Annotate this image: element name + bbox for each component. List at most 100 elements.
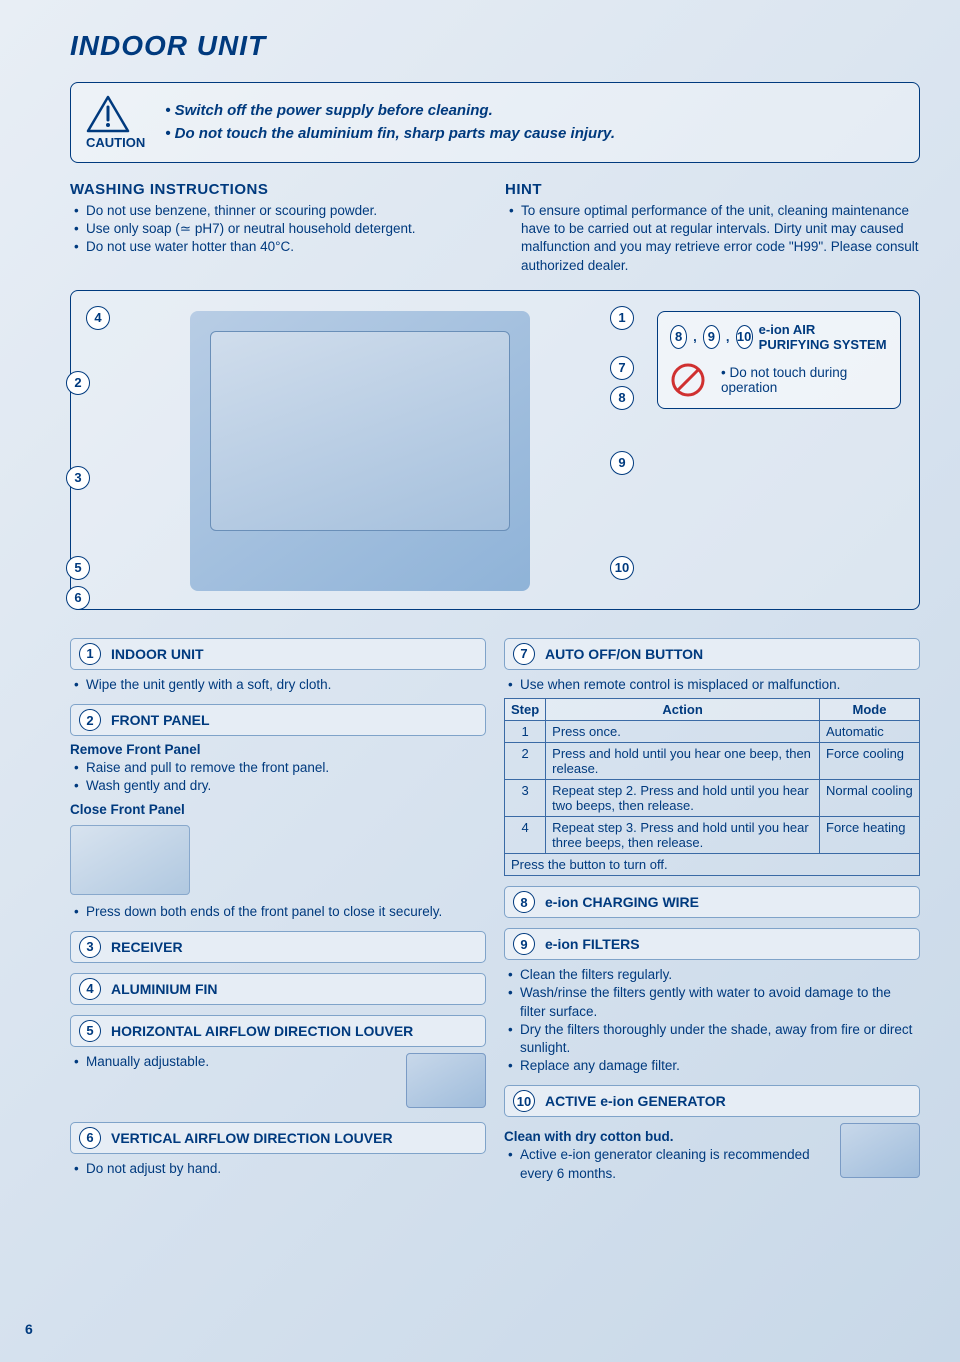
eion-warning: • Do not touch during operation xyxy=(670,362,888,398)
part-title: VERTICAL AIRFLOW DIRECTION LOUVER xyxy=(111,1130,393,1146)
eion-box: 8, 9, 10 e-ion AIR PURIFYING SYSTEM • Do… xyxy=(657,311,901,409)
callout-2: 2 xyxy=(66,371,90,395)
caution-line: • Do not touch the aluminium fin, sharp … xyxy=(165,123,615,146)
eion-num: 8 xyxy=(670,325,687,349)
part-9-header: 9 e-ion FILTERS xyxy=(504,928,920,960)
part-1-list: Wipe the unit gently with a soft, dry cl… xyxy=(70,676,486,694)
eion-title: e-ion AIR PURIFYING SYSTEM xyxy=(759,322,888,352)
callout-8: 8 xyxy=(610,386,634,410)
part-2-header: 2 FRONT PANEL xyxy=(70,704,486,736)
hint-title: HINT xyxy=(505,181,920,198)
part-num: 10 xyxy=(513,1090,535,1112)
part-title: AUTO OFF/ON BUTTON xyxy=(545,646,703,662)
table-footer-row: Press the button to turn off. xyxy=(505,854,920,876)
list-item: Dry the filters thoroughly under the sha… xyxy=(506,1021,920,1057)
part-title: ALUMINIUM FIN xyxy=(111,981,218,997)
part-num: 3 xyxy=(79,936,101,958)
part-7-list: Use when remote control is misplaced or … xyxy=(504,676,920,694)
list-item: Do not use water hotter than 40°C. xyxy=(72,238,485,256)
warning-triangle-icon xyxy=(86,95,130,133)
hint-box: HINT To ensure optimal performance of th… xyxy=(505,181,920,275)
right-detail-col: 7 AUTO OFF/ON BUTTON Use when remote con… xyxy=(504,628,920,1183)
part-num: 7 xyxy=(513,643,535,665)
part-title: HORIZONTAL AIRFLOW DIRECTION LOUVER xyxy=(111,1023,413,1039)
manual-page: INDOOR UNIT CAUTION • Switch off the pow… xyxy=(0,0,960,1203)
callout-10: 10 xyxy=(610,556,634,580)
diagram-box: 4 2 3 5 6 1 7 8 9 10 8, 9, 10 e-ion AIR … xyxy=(70,290,920,610)
table-row: 3 Repeat step 2. Press and hold until yo… xyxy=(505,780,920,817)
part-4-header: 4 ALUMINIUM FIN xyxy=(70,973,486,1005)
part-num: 4 xyxy=(79,978,101,1000)
th-step: Step xyxy=(505,699,546,721)
list-item: Replace any damage filter. xyxy=(506,1057,920,1075)
detail-columns: 1 INDOOR UNIT Wipe the unit gently with … xyxy=(70,628,920,1183)
prohibit-icon xyxy=(670,362,706,398)
caution-label: CAUTION xyxy=(86,135,145,150)
part-6-header: 6 VERTICAL AIRFLOW DIRECTION LOUVER xyxy=(70,1122,486,1154)
unit-illustration xyxy=(190,311,530,591)
callout-5: 5 xyxy=(66,556,90,580)
auto-button-table: Step Action Mode 1 Press once. Automatic… xyxy=(504,698,920,876)
part-10-list: Active e-ion generator cleaning is recom… xyxy=(504,1146,920,1182)
eion-warn-text: Do not touch during operation xyxy=(721,365,847,395)
close-panel-illustration xyxy=(70,825,190,895)
part-num: 8 xyxy=(513,891,535,913)
part-title: e-ion CHARGING WIRE xyxy=(545,894,699,910)
diagram-area: 4 2 3 5 6 1 7 8 9 10 xyxy=(81,301,639,599)
part-10-content: Clean with dry cotton bud. Active e-ion … xyxy=(504,1123,920,1182)
list-item: Use when remote control is misplaced or … xyxy=(506,676,920,694)
left-detail-col: 1 INDOOR UNIT Wipe the unit gently with … xyxy=(70,628,486,1183)
part-7-header: 7 AUTO OFF/ON BUTTON xyxy=(504,638,920,670)
page-number: 6 xyxy=(25,1321,33,1337)
part-8-header: 8 e-ion CHARGING WIRE xyxy=(504,886,920,918)
part-title: INDOOR UNIT xyxy=(111,646,204,662)
part-num: 1 xyxy=(79,643,101,665)
part-6-list: Do not adjust by hand. xyxy=(70,1160,486,1178)
washing-instructions: WASHING INSTRUCTIONS Do not use benzene,… xyxy=(70,181,485,275)
table-row: 2 Press and hold until you hear one beep… xyxy=(505,743,920,780)
list-item: Active e-ion generator cleaning is recom… xyxy=(506,1146,920,1182)
part-10-header: 10 ACTIVE e-ion GENERATOR xyxy=(504,1085,920,1117)
remove-panel-list: Raise and pull to remove the front panel… xyxy=(70,759,486,795)
close-panel-title: Close Front Panel xyxy=(70,802,486,817)
callout-7: 7 xyxy=(610,356,634,380)
callout-6: 6 xyxy=(66,586,90,610)
part-title: ACTIVE e-ion GENERATOR xyxy=(545,1093,726,1109)
eion-header: 8, 9, 10 e-ion AIR PURIFYING SYSTEM xyxy=(670,322,888,352)
eion-num: 10 xyxy=(736,325,753,349)
part-num: 6 xyxy=(79,1127,101,1149)
info-columns: WASHING INSTRUCTIONS Do not use benzene,… xyxy=(70,181,920,275)
list-item: Clean the filters regularly. xyxy=(506,966,920,984)
list-item: To ensure optimal performance of the uni… xyxy=(507,202,920,275)
washing-title: WASHING INSTRUCTIONS xyxy=(70,181,485,198)
part-title: e-ion FILTERS xyxy=(545,936,640,952)
part-5-content: Manually adjustable. xyxy=(70,1053,486,1112)
list-item: Do not use benzene, thinner or scouring … xyxy=(72,202,485,220)
diagram-side-info: 8, 9, 10 e-ion AIR PURIFYING SYSTEM • Do… xyxy=(649,301,909,599)
list-item: Use only soap (≃ pH7) or neutral househo… xyxy=(72,220,485,238)
callout-9: 9 xyxy=(610,451,634,475)
callout-1: 1 xyxy=(610,306,634,330)
part-num: 2 xyxy=(79,709,101,731)
th-action: Action xyxy=(546,699,820,721)
list-item: Wash gently and dry. xyxy=(72,777,486,795)
list-item: Do not adjust by hand. xyxy=(72,1160,486,1178)
part-5-header: 5 HORIZONTAL AIRFLOW DIRECTION LOUVER xyxy=(70,1015,486,1047)
page-title: INDOOR UNIT xyxy=(70,30,920,62)
caution-icon-wrap: CAUTION xyxy=(86,95,145,150)
part-3-header: 3 RECEIVER xyxy=(70,931,486,963)
list-item: Manually adjustable. xyxy=(72,1053,486,1071)
close-panel-list: Press down both ends of the front panel … xyxy=(70,903,486,921)
hint-list: To ensure optimal performance of the uni… xyxy=(505,202,920,275)
table-row: 1 Press once. Automatic xyxy=(505,721,920,743)
table-header-row: Step Action Mode xyxy=(505,699,920,721)
list-item: Wipe the unit gently with a soft, dry cl… xyxy=(72,676,486,694)
list-item: Wash/rinse the filters gently with water… xyxy=(506,984,920,1020)
caution-box: CAUTION • Switch off the power supply be… xyxy=(70,82,920,163)
part-1-header: 1 INDOOR UNIT xyxy=(70,638,486,670)
part-9-list: Clean the filters regularly. Wash/rinse … xyxy=(504,966,920,1075)
callout-3: 3 xyxy=(66,466,90,490)
caution-line: • Switch off the power supply before cle… xyxy=(165,100,615,123)
washing-list: Do not use benzene, thinner or scouring … xyxy=(70,202,485,257)
caution-text: • Switch off the power supply before cle… xyxy=(165,100,615,145)
